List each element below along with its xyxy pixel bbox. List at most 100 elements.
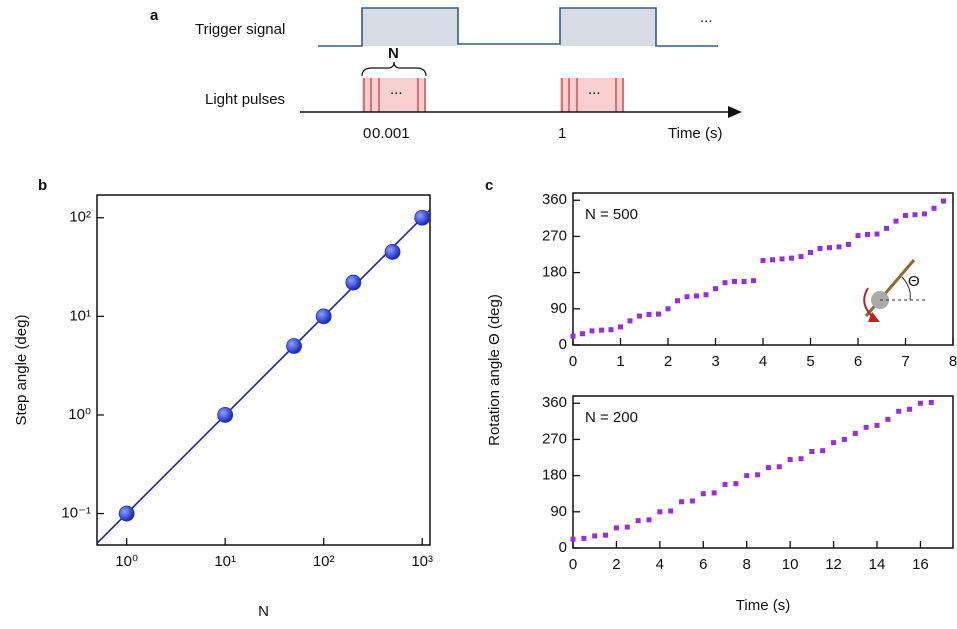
point bbox=[903, 213, 908, 219]
point bbox=[599, 327, 604, 333]
point bbox=[863, 424, 869, 430]
point bbox=[657, 509, 663, 515]
y-tick-label: 90 bbox=[550, 503, 567, 520]
point bbox=[589, 328, 595, 334]
point bbox=[827, 245, 832, 251]
point bbox=[618, 324, 623, 330]
point bbox=[711, 490, 717, 496]
point bbox=[928, 399, 934, 405]
x-tick-label: 6 bbox=[854, 353, 862, 370]
x-tick-label: 4 bbox=[656, 556, 664, 573]
annotation: N = 500 bbox=[585, 206, 638, 223]
pulses bbox=[363, 78, 624, 112]
point bbox=[755, 472, 761, 478]
point bbox=[665, 306, 671, 312]
x-tick-label: 7 bbox=[901, 353, 909, 370]
annotation: N = 200 bbox=[585, 409, 638, 426]
y-axis-label: Step angle (deg) bbox=[13, 315, 30, 426]
x-tick-label: 6 bbox=[699, 556, 707, 573]
point bbox=[656, 311, 661, 317]
time-tick: 0.001 bbox=[372, 125, 410, 142]
brace bbox=[361, 61, 427, 77]
ellipsis: ... bbox=[700, 9, 713, 26]
point bbox=[836, 244, 842, 250]
point bbox=[912, 212, 918, 218]
x-tick-label: 8 bbox=[949, 353, 957, 370]
y-tick-label: 180 bbox=[542, 264, 567, 281]
inset-label: Θ bbox=[908, 273, 920, 290]
point bbox=[751, 278, 756, 284]
inset-icon bbox=[863, 259, 925, 322]
point bbox=[776, 464, 782, 470]
point bbox=[722, 280, 728, 286]
point bbox=[592, 533, 598, 539]
point bbox=[941, 198, 946, 204]
point bbox=[700, 491, 706, 497]
point bbox=[286, 338, 302, 354]
x-tick-label: 0 bbox=[569, 556, 577, 573]
point bbox=[694, 293, 699, 299]
point bbox=[789, 255, 794, 261]
y-tick-label: 270 bbox=[542, 430, 567, 447]
point bbox=[603, 532, 609, 538]
point bbox=[846, 241, 851, 247]
point bbox=[635, 518, 641, 524]
point bbox=[646, 311, 652, 317]
pulse-group bbox=[560, 78, 624, 112]
time-tick: 0 bbox=[363, 125, 371, 142]
point bbox=[703, 292, 709, 298]
x-tick-label: 16 bbox=[912, 556, 929, 573]
point bbox=[931, 205, 937, 211]
point bbox=[809, 448, 815, 454]
point bbox=[684, 294, 690, 300]
point bbox=[732, 278, 737, 284]
timing-diagram: a Trigger signal Light pulses ... ... ..… bbox=[150, 7, 742, 142]
trigger-high bbox=[362, 8, 458, 46]
x-tick-label: 12 bbox=[825, 556, 842, 573]
x-tick-label: 3 bbox=[711, 353, 719, 370]
x-tick-label: 4 bbox=[759, 353, 767, 370]
panel-label: a bbox=[150, 7, 159, 24]
arrow-head bbox=[728, 106, 742, 118]
plot-frame bbox=[572, 395, 954, 549]
x-tick-label: 10¹ bbox=[214, 553, 236, 570]
point bbox=[668, 508, 674, 514]
point bbox=[917, 400, 923, 406]
point bbox=[637, 313, 642, 319]
x-tick-label: 10⁰ bbox=[115, 553, 138, 570]
point bbox=[414, 209, 431, 226]
point bbox=[384, 244, 401, 260]
pulses-label: Light pulses bbox=[205, 91, 285, 108]
point bbox=[874, 422, 880, 428]
y-tick-label: 10¹ bbox=[69, 307, 91, 324]
plot-frame bbox=[96, 194, 431, 546]
time-label: Time (s) bbox=[668, 125, 722, 142]
x-tick-label: 2 bbox=[612, 556, 620, 573]
point bbox=[907, 406, 913, 412]
point bbox=[852, 430, 858, 436]
y-tick-label: 10⁻¹ bbox=[61, 505, 91, 522]
point bbox=[570, 333, 576, 339]
point bbox=[885, 416, 891, 422]
point bbox=[770, 257, 775, 263]
y-tick-label: 270 bbox=[542, 227, 567, 244]
point bbox=[820, 448, 826, 454]
point bbox=[217, 407, 234, 423]
y-tick-label: 10² bbox=[69, 209, 91, 226]
point bbox=[345, 274, 362, 291]
point bbox=[608, 327, 614, 333]
point bbox=[922, 211, 927, 217]
y-tick-label: 10⁰ bbox=[68, 406, 91, 423]
point bbox=[874, 231, 880, 237]
point bbox=[581, 535, 587, 541]
point bbox=[760, 258, 766, 264]
x-tick-label: 10 bbox=[782, 556, 799, 573]
point bbox=[831, 440, 837, 446]
point bbox=[713, 286, 718, 292]
point bbox=[855, 233, 861, 239]
ellipsis: ... bbox=[390, 81, 403, 98]
y-tick-label: 0 bbox=[559, 539, 567, 556]
x-tick-label: 2 bbox=[664, 353, 672, 370]
point bbox=[646, 517, 652, 523]
